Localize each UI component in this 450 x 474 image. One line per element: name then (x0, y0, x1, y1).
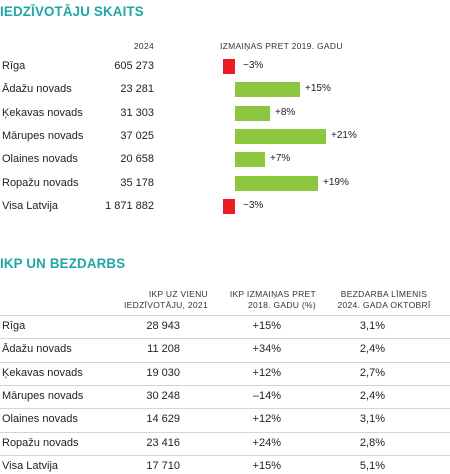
population-change-bar (235, 129, 326, 144)
gdp-row-change: +34% (252, 343, 281, 355)
population-row-name: Mārupes novads (2, 130, 84, 142)
gdp-row-change: +12% (252, 367, 281, 379)
population-change-bar (235, 106, 270, 121)
row-divider (0, 362, 450, 363)
gdp-row-unemployment: 2,8% (359, 437, 385, 449)
gdp-per-capita-header-line1: IKP UZ VIENU (148, 289, 208, 299)
gdp-row-per-capita: 28 943 (146, 320, 180, 332)
gdp-row-unemployment: 3,1% (359, 413, 385, 425)
population-row-name: Visa Latvija (2, 200, 59, 212)
row-divider (0, 455, 450, 456)
population-change-label: −3% (243, 60, 264, 71)
population-change-label: −3% (243, 200, 264, 211)
gdp-change-header: IKP IZMAIŅAS PRET 2018. GADU (%) (222, 289, 316, 311)
gdp-row-per-capita: 14 629 (146, 413, 180, 425)
gdp-row: Ropažu novads 23 416 +24% 2,8% (0, 435, 450, 451)
row-divider (0, 432, 450, 433)
population-row: Rīga 605 273 −3% (0, 58, 450, 74)
gdp-per-capita-header-line2: IEDZĪVOTĀJU, 2021 (124, 300, 208, 310)
gdp-row: Mārupes novads 30 248 –14% 2,4% (0, 388, 450, 404)
population-row-value: 605 273 (114, 60, 154, 72)
population-row: Visa Latvija 1 871 882 −3% (0, 198, 450, 214)
gdp-row-per-capita: 30 248 (146, 390, 180, 402)
gdp-row-change: +15% (252, 320, 281, 332)
gdp-row-name: Ķekavas novads (2, 367, 83, 379)
population-change-label: +19% (323, 177, 349, 188)
population-change-bar (235, 176, 318, 191)
population-row-name: Ķekavas novads (2, 107, 83, 119)
unemployment-header: BEZDARBA LĪMENIS 2024. GADA OKTOBRĪ (325, 289, 443, 311)
gdp-row-name: Olaines novads (2, 413, 78, 425)
population-row: Ropažu novads 35 178 +19% (0, 175, 450, 191)
unemployment-header-line1: BEZDARBA LĪMENIS (340, 289, 428, 299)
gdp-per-capita-header: IKP UZ VIENU IEDZĪVOTĀJU, 2021 (110, 289, 208, 311)
gdp-row-per-capita: 19 030 (146, 367, 180, 379)
population-change-label: +15% (305, 83, 331, 94)
population-row: Mārupes novads 37 025 +21% (0, 128, 450, 144)
gdp-row-name: Rīga (2, 320, 26, 332)
gdp-row: Ķekavas novads 19 030 +12% 2,7% (0, 365, 450, 381)
gdp-row: Olaines novads 14 629 +12% 3,1% (0, 411, 450, 427)
gdp-row-name: Mārupes novads (2, 390, 84, 402)
population-row-value: 35 178 (120, 177, 154, 189)
gdp-row-change: +15% (252, 460, 281, 472)
gdp-row-unemployment: 2,4% (359, 343, 385, 355)
gdp-change-header-line2: 2018. GADU (%) (248, 300, 316, 310)
row-divider (0, 338, 450, 339)
population-year-header: 2024 (133, 41, 154, 51)
population-row: Ķekavas novads 31 303 +8% (0, 105, 450, 121)
unemployment-header-line2: 2024. GADA OKTOBRĪ (337, 300, 431, 310)
gdp-row-name: Ādažu novads (2, 343, 72, 355)
population-row-value: 31 303 (120, 107, 154, 119)
population-change-label: +21% (331, 130, 357, 141)
population-row-name: Ādažu novads (2, 83, 72, 95)
gdp-row-per-capita: 23 416 (146, 437, 180, 449)
population-row: Ādažu novads 23 281 +15% (0, 81, 450, 97)
gdp-row-name: Ropažu novads (2, 437, 79, 449)
population-change-bar (235, 152, 265, 167)
gdp-row-per-capita: 11 208 (147, 343, 180, 355)
population-change-bar (223, 199, 235, 214)
gdp-row: Rīga 28 943 +15% 3,1% (0, 318, 450, 334)
population-row-value: 20 658 (120, 153, 154, 165)
population-row-value: 23 281 (120, 83, 154, 95)
gdp-row: Ādažu novads 11 208 +34% 2,4% (0, 341, 450, 357)
population-row: Olaines novads 20 658 +7% (0, 151, 450, 167)
population-change-label: +8% (275, 107, 296, 118)
gdp-row-unemployment: 2,4% (359, 390, 385, 402)
population-row-name: Ropažu novads (2, 177, 79, 189)
population-change-label: +7% (270, 153, 291, 164)
gdp-row-name: Visa Latvija (2, 460, 59, 472)
population-change-header: IZMAIŅAS PRET 2019. GADU (220, 41, 343, 51)
gdp-row-change: +12% (252, 413, 281, 425)
gdp-section-title: IKP UN BEZDARBS (0, 255, 126, 271)
gdp-row-unemployment: 5,1% (359, 460, 385, 472)
gdp-row-change: –14% (252, 390, 281, 402)
row-divider (0, 385, 450, 386)
gdp-row-unemployment: 3,1% (359, 320, 385, 332)
population-row-name: Olaines novads (2, 153, 78, 165)
population-change-bar (223, 59, 235, 74)
gdp-row-unemployment: 2,7% (359, 367, 385, 379)
row-divider (0, 408, 450, 409)
gdp-change-header-line1: IKP IZMAIŅAS PRET (229, 289, 316, 299)
population-row-value: 1 871 882 (105, 200, 154, 212)
gdp-row: Visa Latvija 17 710 +15% 5,1% (0, 458, 450, 474)
gdp-row-change: +24% (252, 437, 281, 449)
population-row-value: 37 025 (120, 130, 154, 142)
row-divider (0, 315, 450, 316)
population-section-title: IEDZĪVOTĀJU SKAITS (0, 3, 144, 19)
population-row-name: Rīga (2, 60, 26, 72)
gdp-row-per-capita: 17 710 (146, 460, 180, 472)
population-change-bar (235, 82, 300, 97)
